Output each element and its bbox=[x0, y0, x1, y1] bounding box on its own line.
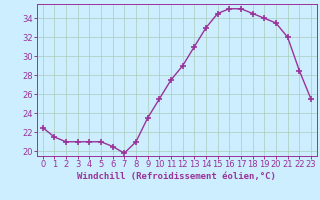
X-axis label: Windchill (Refroidissement éolien,°C): Windchill (Refroidissement éolien,°C) bbox=[77, 172, 276, 181]
